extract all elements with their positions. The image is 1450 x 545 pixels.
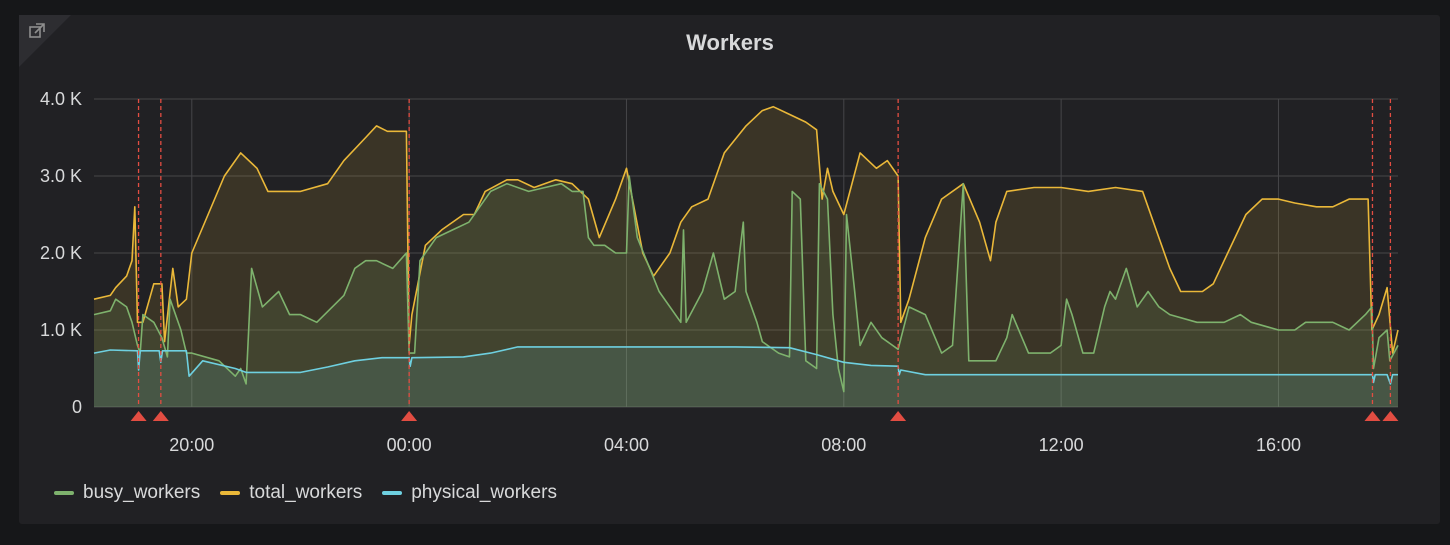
physical-workers-area	[94, 346, 1398, 407]
legend-label: physical_workers	[411, 482, 557, 503]
total-workers-line[interactable]	[93, 105, 1399, 354]
annotation-marker[interactable]	[401, 411, 418, 421]
legend-label: busy_workers	[83, 482, 201, 503]
legend-swatch	[220, 491, 241, 495]
busy-workers-line[interactable]	[93, 175, 1399, 393]
legend-swatch	[382, 491, 403, 495]
annotation-marker[interactable]	[1364, 411, 1381, 421]
x-tick-label: 04:00	[604, 435, 649, 455]
legend: busy_workers total_workers physical_worker…	[54, 482, 557, 504]
legend-item-total-workers[interactable]: total_workers	[220, 482, 362, 504]
y-tick-label: 3.0 K	[40, 166, 82, 186]
x-tick-label: 20:00	[169, 435, 214, 455]
y-tick-label: 0	[72, 397, 82, 417]
annotation-marker[interactable]	[130, 411, 147, 421]
external-link-icon[interactable]	[27, 21, 47, 41]
x-tick-label: 08:00	[821, 435, 866, 455]
x-tick-label: 00:00	[387, 435, 432, 455]
annotation-marker[interactable]	[152, 411, 169, 421]
panel-title[interactable]: Workers	[686, 30, 774, 55]
physical-workers-line[interactable]	[93, 346, 1398, 385]
y-tick-label: 4.0 K	[40, 89, 82, 109]
y-tick-label: 2.0 K	[40, 243, 82, 263]
legend-swatch	[54, 491, 74, 495]
x-tick-label: 12:00	[1039, 435, 1084, 455]
total-workers-area	[94, 106, 1398, 407]
graph-panel	[19, 15, 1440, 524]
annotation-marker[interactable]	[1382, 411, 1399, 421]
panel-corner	[19, 15, 71, 67]
x-tick-label: 16:00	[1256, 435, 1301, 455]
y-tick-label: 1.0 K	[40, 320, 82, 340]
legend-item-physical-workers[interactable]: physical_workers	[382, 482, 557, 504]
legend-label: total_workers	[249, 482, 363, 503]
legend-item-busy-workers[interactable]: busy_workers	[54, 482, 200, 504]
annotation-marker[interactable]	[890, 411, 907, 421]
